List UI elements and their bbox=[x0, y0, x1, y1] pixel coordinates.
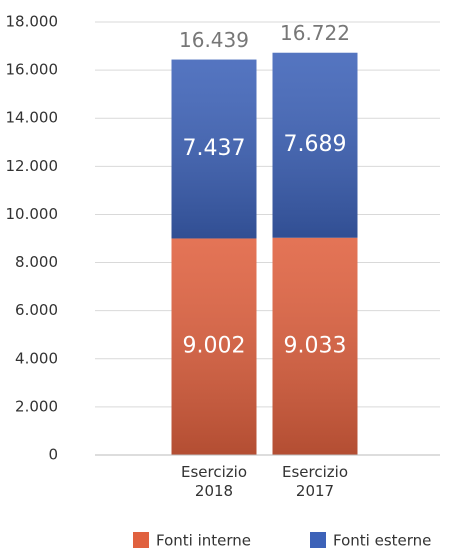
value-label: 9.002 bbox=[183, 334, 246, 359]
value-label: 7.437 bbox=[183, 136, 246, 161]
y-tick-label: 0 bbox=[48, 446, 58, 464]
y-tick-label: 16.000 bbox=[6, 61, 59, 79]
y-tick-label: 8.000 bbox=[15, 253, 58, 271]
bar-shade bbox=[171, 238, 257, 455]
x-tick-label: Esercizio 2017 bbox=[282, 463, 348, 500]
bar-shade bbox=[171, 59, 257, 239]
bar-shade bbox=[272, 52, 358, 238]
total-label: 16.439 bbox=[179, 28, 249, 52]
legend-swatch bbox=[310, 532, 326, 548]
total-label: 16.722 bbox=[280, 21, 350, 45]
legend-label: Fonti esterne bbox=[333, 532, 431, 549]
value-label: 7.689 bbox=[284, 132, 347, 157]
y-tick-label: 14.000 bbox=[6, 109, 59, 127]
x-tick-label: Esercizio 2018 bbox=[181, 463, 247, 500]
y-tick-label: 4.000 bbox=[15, 349, 58, 367]
y-tick-label: 18.000 bbox=[6, 13, 59, 31]
y-tick-label: 12.000 bbox=[6, 157, 59, 175]
legend-swatch bbox=[133, 532, 149, 548]
legend-label: Fonti interne bbox=[156, 532, 251, 549]
y-tick-label: 10.000 bbox=[6, 205, 59, 223]
y-tick-label: 6.000 bbox=[15, 301, 58, 319]
y-tick-label: 2.000 bbox=[15, 397, 58, 415]
value-label: 9.033 bbox=[284, 333, 347, 358]
bar-shade bbox=[272, 237, 358, 455]
